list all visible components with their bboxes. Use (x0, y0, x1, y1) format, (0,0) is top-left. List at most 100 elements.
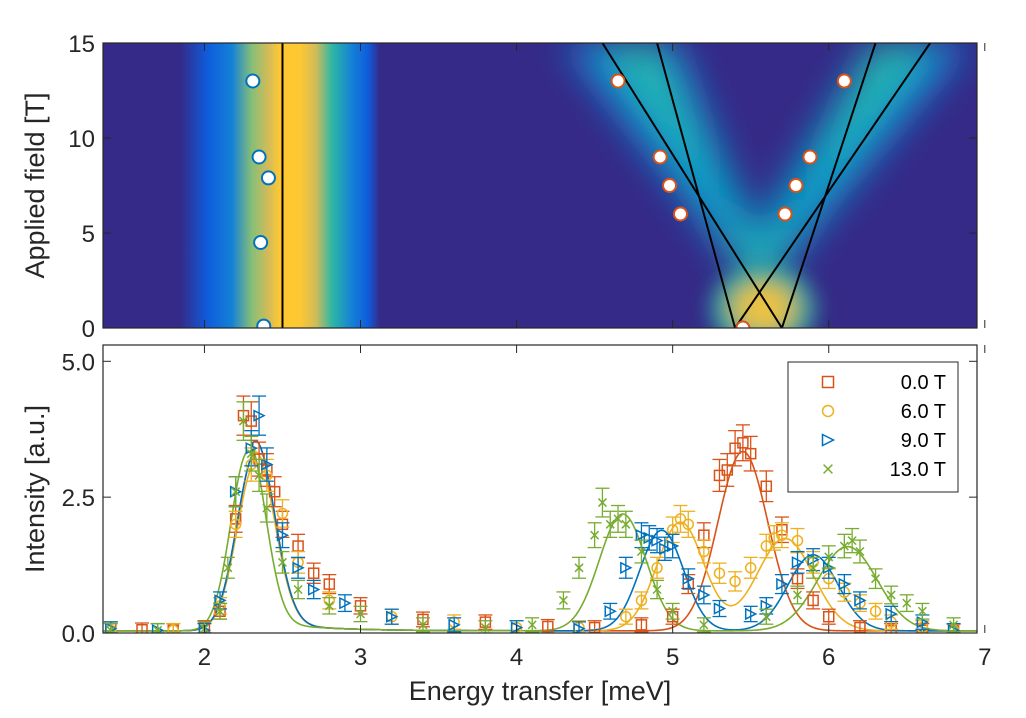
data-point (668, 606, 678, 616)
legend-label: 6.0 T (901, 401, 946, 423)
data-point (855, 546, 865, 557)
high-peak-point (802, 149, 818, 165)
data-point (542, 620, 554, 633)
heatmap-v-base-glow (703, 258, 824, 328)
error-bar (774, 573, 789, 595)
high-peak-point (788, 178, 804, 193)
legend-label: 13.0 T (890, 459, 946, 481)
x-axis-label: Energy transfer [meV] (409, 676, 672, 706)
data-point (324, 601, 334, 611)
error-bar (728, 429, 743, 467)
data-point (871, 574, 881, 584)
error-bar (337, 594, 352, 613)
data-point (215, 606, 225, 616)
low-peak-point (251, 149, 267, 165)
data-point (792, 590, 803, 600)
top-y-tick-label: 15 (68, 31, 95, 58)
data-point (721, 464, 734, 476)
data-point (635, 594, 648, 607)
data-point (276, 528, 290, 542)
x-tick-label: 6 (822, 644, 835, 671)
data-point (760, 540, 773, 552)
error-bar (306, 579, 321, 600)
legend-label: 9.0 T (901, 430, 946, 452)
data-point (886, 590, 896, 600)
legend-items: 0.0 T 6.0 T 9.0 T 13.0 T (821, 372, 946, 481)
error-bar (837, 573, 852, 595)
error-bar (618, 556, 633, 579)
data-point (791, 534, 804, 547)
high-peak-point (777, 206, 793, 222)
data-point (307, 583, 321, 596)
data-point (949, 620, 959, 630)
data-point (276, 507, 289, 520)
data-point (635, 619, 648, 631)
data-point (277, 557, 288, 567)
data-point (604, 605, 617, 618)
high-peak-point (836, 73, 852, 89)
theory-line (656, 43, 737, 328)
data-point (744, 562, 757, 574)
data-point (744, 607, 758, 621)
data-point (682, 518, 695, 531)
error-bar (735, 424, 750, 462)
error-bar (743, 435, 758, 472)
data-point (355, 609, 366, 619)
data-point (791, 556, 805, 569)
data-point (869, 605, 882, 618)
top-y-tick-label: 10 (68, 126, 95, 153)
error-bar (275, 522, 290, 549)
x-tick-label: 4 (510, 644, 523, 671)
data-point (613, 514, 623, 524)
data-point (231, 487, 241, 497)
data-point (262, 503, 272, 513)
data-point (737, 437, 749, 449)
data-point (713, 567, 726, 579)
data-point (808, 563, 818, 573)
data-point (643, 531, 656, 545)
error-bar (712, 562, 727, 584)
data-point (761, 612, 771, 622)
data-point (666, 539, 680, 553)
theory-lines (281, 43, 932, 328)
data-point (246, 449, 256, 459)
data-point (651, 534, 664, 547)
y-tick-label: 5.0 (62, 349, 95, 376)
error-bar (657, 536, 672, 561)
error-bar (103, 622, 118, 633)
data-point (902, 598, 912, 608)
data-point (760, 599, 773, 613)
error-bar (774, 522, 789, 549)
legend-marker (823, 464, 833, 474)
data-point (838, 577, 852, 591)
spectra-plot-area (103, 395, 977, 633)
error-bar (665, 533, 680, 559)
theory-line (601, 43, 783, 328)
error-bar (767, 525, 782, 551)
heatmap-panel: 0 5 10 15 Applied field [T] (20, 31, 986, 343)
x-tick-label: 2 (198, 644, 211, 671)
error-bar (681, 510, 696, 539)
error-bar (884, 605, 899, 623)
data-point (261, 458, 274, 471)
peak-points (245, 73, 852, 328)
data-point (254, 470, 264, 480)
data-point (822, 610, 835, 623)
error-bar (252, 395, 267, 436)
error-bar (728, 571, 743, 592)
data-point (136, 623, 148, 633)
bottom-axes-box (102, 344, 978, 634)
data-point (698, 588, 711, 602)
legend-marker (821, 375, 835, 389)
legend-marker (821, 404, 835, 418)
error-bar (696, 539, 711, 564)
data-points (103, 395, 961, 633)
data-point (917, 606, 927, 616)
data-point (573, 622, 586, 633)
error-bar (790, 550, 805, 574)
error-bar (759, 470, 774, 503)
error-bar (603, 602, 618, 620)
data-point (729, 575, 741, 588)
data-point (574, 563, 584, 573)
high-peak-point (672, 206, 688, 222)
